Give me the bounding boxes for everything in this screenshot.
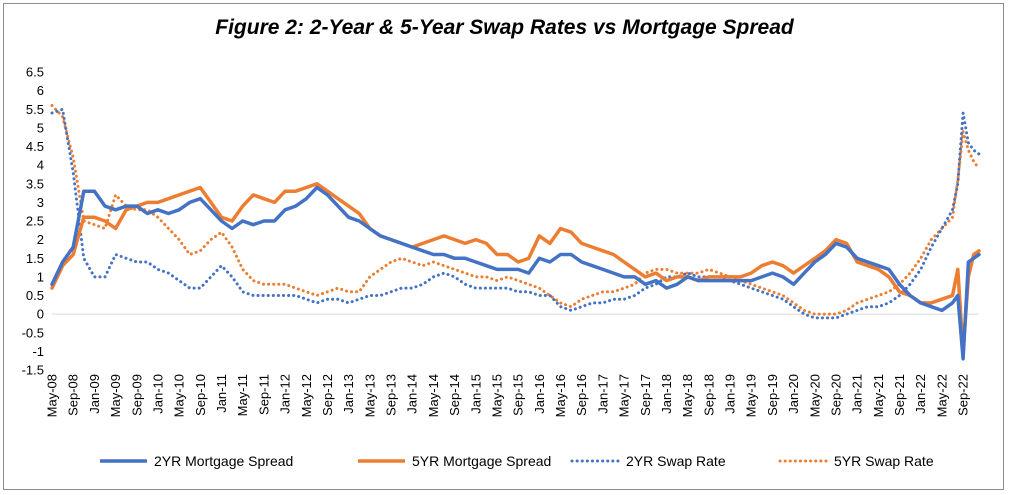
chart-title: Figure 2: 2-Year & 5-Year Swap Rates vs … [215,16,794,39]
x-tick-label: Sep-21 [892,374,907,416]
x-tick-label: Sep-16 [574,374,589,416]
x-tick-label: May-11 [235,374,250,416]
y-tick-label: 4 [37,158,44,173]
y-tick-label: 3 [37,195,44,210]
x-tick-label: May-21 [871,374,886,417]
x-tick-label: May-12 [299,374,314,417]
y-tick-label: 2.5 [26,214,44,229]
series-line [50,185,981,361]
legend-label: 5YR Mortgage Spread [412,453,551,469]
x-tick-label: Jan-09 [87,374,102,414]
y-tick-label: 6 [37,83,44,98]
y-tick-label: 3.5 [26,176,44,191]
y-axis: 6.5 6 5.5 5 4.5 4 3.5 3 2.5 2 1.5 1 0.5 0 -0.5 -1 -1.5 [22,65,44,378]
chart-frame [3,3,1004,490]
x-tick-label: Sep-12 [320,374,335,416]
x-tick-label: Jan-11 [214,374,229,413]
x-tick-label: Sep-09 [129,374,144,416]
x-tick-label: May-16 [553,374,568,417]
x-tick-label: Sep-13 [384,374,399,416]
x-tick-label: May-08 [45,374,60,417]
x-tick-label: May-13 [362,374,377,417]
x-tick-label: Sep-17 [638,374,653,416]
x-tick-label: Jan-12 [278,374,293,414]
x-tick-label: Jan-10 [150,374,165,414]
series-lines [50,104,981,361]
x-tick-label: Sep-19 [765,374,780,416]
y-tick-label: 6.5 [26,65,44,80]
y-tick-label: -1.5 [22,363,44,378]
y-tick-label: 5.5 [26,102,44,117]
x-tick-label: Jan-19 [723,374,738,414]
x-tick-label: Sep-18 [701,374,716,416]
x-tick-label: Sep-08 [66,374,81,416]
x-tick-label: May-19 [744,374,759,417]
x-tick-label: Jan-21 [850,374,865,414]
x-tick-label: Jan-20 [786,374,801,414]
x-tick-label: Sep-11 [256,374,271,415]
y-tick-label: 1 [37,269,44,284]
x-tick-label: May-09 [108,374,123,417]
series-line [50,182,981,354]
x-tick-label: Jan-18 [659,374,674,414]
legend: 2YR Mortgage Spread 5YR Mortgage Spread 2Y… [100,453,934,469]
legend-label: 2YR Swap Rate [626,453,726,469]
y-tick-label: 5 [37,120,44,135]
legend-label: 2YR Mortgage Spread [154,453,293,469]
x-tick-label: Sep-15 [511,374,526,416]
x-tick-label: May-17 [617,374,632,417]
y-tick-label: 2 [37,232,44,247]
x-tick-label: Jan-16 [532,374,547,414]
x-tick-label: Jan-22 [913,374,928,414]
x-tick-label: Sep-22 [956,374,971,416]
x-tick-label: Jan-17 [595,374,610,414]
x-tick-label: May-14 [426,374,441,417]
series-line [50,107,981,320]
x-tick-label: Jan-14 [405,374,420,414]
y-tick-label: 0 [37,307,44,322]
x-tick-label: Jan-13 [341,374,356,414]
y-tick-label: 4.5 [26,139,44,154]
y-tick-label: 1.5 [26,251,44,266]
x-tick-label: Sep-14 [447,374,462,416]
x-axis: May-08 Sep-08 Jan-09 May-09 Sep-09 Jan-10 May-… [45,374,971,417]
x-tick-label: May-18 [680,374,695,417]
y-tick-label: 0.5 [26,288,44,303]
x-tick-label: May-22 [934,374,949,417]
x-tick-label: May-10 [172,374,187,417]
x-tick-label: Jan-15 [468,374,483,414]
x-tick-label: Sep-20 [828,374,843,416]
y-tick-label: -1 [32,344,44,359]
y-tick-label: -0.5 [22,325,44,340]
x-tick-label: May-20 [807,374,822,417]
series-line [50,104,981,316]
x-tick-label: May-15 [489,374,504,417]
x-tick-label: Sep-10 [193,374,208,416]
legend-label: 5YR Swap Rate [834,453,934,469]
